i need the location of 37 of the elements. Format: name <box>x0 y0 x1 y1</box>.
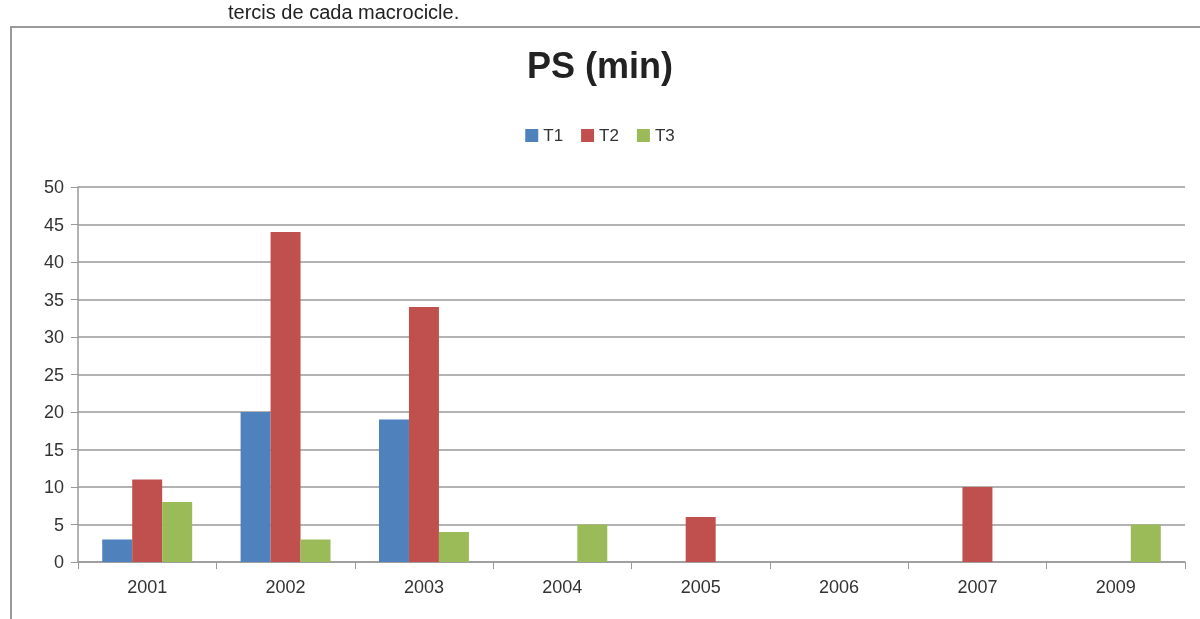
text: tercis de cada macrocicle. <box>228 1 460 23</box>
x-tick-label: 2004 <box>542 577 583 597</box>
bar <box>162 502 193 562</box>
y-tick-label: 5 <box>53 514 64 535</box>
x-tick-label: 2003 <box>403 577 444 597</box>
bar <box>1130 524 1161 562</box>
y-tick-label: 10 <box>43 477 64 497</box>
y-tick-label: 30 <box>43 327 64 347</box>
x-tick-label: 2002 <box>265 577 306 597</box>
x-tick-label: 2007 <box>957 577 998 597</box>
legend-label: T3 <box>654 126 675 145</box>
bar <box>408 307 439 562</box>
x-tick-label: 2005 <box>680 577 721 597</box>
bar <box>270 232 301 562</box>
bar <box>438 532 469 562</box>
bar <box>240 412 271 562</box>
y-tick-label: 40 <box>43 252 64 272</box>
x-tick-label: 2001 <box>127 577 168 597</box>
legend-label: T1 <box>543 126 564 145</box>
y-tick-label: 25 <box>43 364 64 385</box>
bar <box>102 539 133 562</box>
x-tick-label: 2006 <box>819 577 860 597</box>
bar <box>132 479 163 562</box>
chart-title: PS (min) <box>526 44 674 86</box>
y-tick-label: 35 <box>43 289 64 310</box>
y-tick-label: 50 <box>43 177 64 197</box>
bar <box>300 539 331 562</box>
y-tick-label: 15 <box>43 439 64 460</box>
bar <box>962 487 993 562</box>
y-tick-label: 45 <box>43 214 64 235</box>
y-tick-label: 20 <box>43 402 64 422</box>
legend-label: T2 <box>599 126 619 145</box>
bar <box>378 419 409 562</box>
x-tick-label: 2009 <box>1095 577 1136 597</box>
bar <box>577 524 608 562</box>
y-tick-label: 0 <box>53 552 64 572</box>
bar <box>685 517 716 562</box>
